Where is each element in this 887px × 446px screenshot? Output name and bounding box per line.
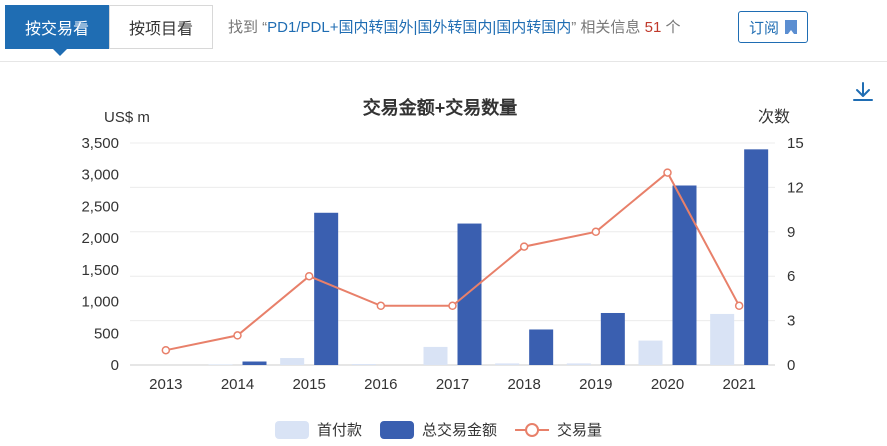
- right-tick-label: 9: [787, 224, 795, 241]
- bar-1: [314, 212, 339, 365]
- line-point: [591, 227, 601, 237]
- top-bar: 按交易看 按项目看 找到 “PD1/PDL+国内转国外|国外转国内|国内转国内”…: [0, 0, 887, 62]
- x-tick-label: 2020: [651, 376, 684, 393]
- left-tick-label: 3,500: [81, 135, 119, 152]
- result-count: 51: [644, 19, 662, 36]
- bar-0: [566, 363, 591, 365]
- x-tick-label: 2017: [436, 376, 469, 393]
- bar-0: [280, 358, 305, 365]
- tab-by-project-label: 按项目看: [128, 21, 193, 38]
- bar-1: [672, 185, 697, 365]
- left-tick-label: 2,000: [81, 230, 119, 247]
- left-tick-label: 0: [111, 357, 119, 374]
- left-axis-unit: US$ m: [104, 109, 150, 126]
- line-path: [165, 171, 741, 352]
- line-point: [161, 345, 171, 355]
- x-tick-label: 2021: [722, 376, 755, 393]
- line-point: [734, 301, 744, 311]
- left-tick-label: 1,500: [81, 262, 119, 279]
- x-tick-label: 2014: [221, 376, 254, 393]
- left-tick-label: 2,500: [81, 198, 119, 215]
- download-icon[interactable]: [851, 80, 875, 104]
- bar-1: [529, 329, 554, 365]
- tab-by-transaction[interactable]: 按交易看: [5, 5, 109, 56]
- right-tick-label: 15: [787, 135, 804, 152]
- legend-label-2: 交易量: [557, 421, 602, 439]
- transaction-chart: 交易金额+交易数量 US$ m 次数 0 500 1,000 1,500 2,000 2,…: [81, 97, 804, 439]
- volume-line: [161, 168, 744, 355]
- right-tick-label: 0: [787, 357, 795, 374]
- line-point: [233, 331, 242, 340]
- search-summary-prefix: 找到 “: [228, 19, 268, 36]
- search-summary: 找到 “PD1/PDL+国内转国外|国外转国内|国内转国内” 相关信息 51 个: [228, 16, 680, 37]
- left-tick-label: 1,000: [81, 294, 119, 311]
- x-tick-label: 2016: [364, 376, 397, 393]
- x-tick-label: 2019: [579, 376, 612, 393]
- bar-1: [744, 149, 769, 365]
- bookmark-icon: [785, 20, 797, 34]
- legend-swatch-1: [380, 421, 415, 439]
- bar-0: [638, 340, 663, 365]
- right-axis-unit: 次数: [758, 108, 790, 126]
- bars: [208, 149, 769, 365]
- legend-label-0: 首付款: [317, 422, 362, 439]
- gridlines: [130, 142, 775, 366]
- x-tick-label: 2013: [149, 376, 182, 393]
- bar-1: [242, 361, 267, 365]
- bar-0: [208, 364, 233, 365]
- line-point: [663, 168, 672, 177]
- line-point: [448, 301, 457, 311]
- legend-swatch-0: [275, 421, 309, 439]
- bar-0: [710, 313, 735, 365]
- axis-labels: 0 500 1,000 1,500 2,000 2,500 3,000 3,500 0 3 6 9 12…: [81, 135, 803, 393]
- bar-0: [351, 364, 376, 365]
- subscribe-button[interactable]: 订阅: [738, 11, 808, 43]
- legend: 首付款 总交易金额 交易量: [275, 421, 602, 439]
- legend-swatch-marker: [525, 423, 540, 437]
- search-query[interactable]: PD1/PDL+国内转国外|国外转国内|国内转国内: [267, 19, 572, 36]
- line-point: [519, 242, 529, 251]
- right-tick-label: 3: [787, 313, 795, 330]
- tab-by-project[interactable]: 按项目看: [109, 5, 213, 49]
- x-tick-label: 2018: [507, 376, 540, 393]
- chart-title: 交易金额+交易数量: [363, 97, 518, 118]
- active-tab-caret: [52, 48, 68, 56]
- right-tick-label: 12: [787, 179, 804, 196]
- bar-0: [495, 363, 520, 365]
- x-tick-label: 2015: [292, 376, 325, 393]
- legend-label-1: 总交易金额: [422, 421, 497, 439]
- subscribe-label: 订阅: [748, 19, 779, 37]
- tab-by-transaction-label: 按交易看: [24, 21, 89, 38]
- search-summary-suffix: ” 相关信息: [571, 19, 645, 36]
- result-unit: 个: [661, 19, 681, 36]
- left-tick-label: 500: [94, 325, 119, 342]
- left-tick-label: 3,000: [81, 167, 119, 184]
- bar-1: [600, 312, 625, 365]
- bar-1: [457, 223, 482, 365]
- bar-0: [423, 346, 448, 365]
- line-point: [376, 301, 386, 311]
- line-point: [304, 271, 314, 281]
- right-tick-label: 6: [787, 268, 795, 285]
